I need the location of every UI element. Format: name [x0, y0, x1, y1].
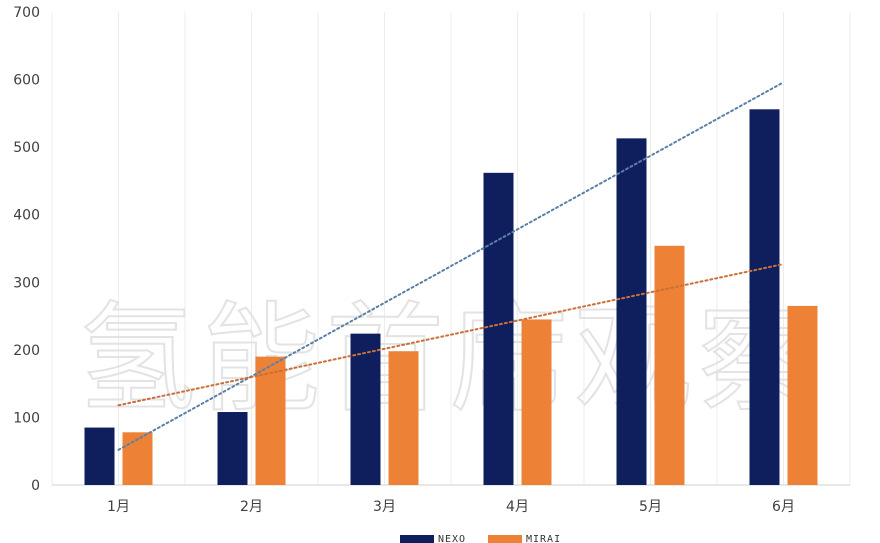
- bar-nexo-3: [350, 333, 381, 485]
- x-tick-label: 6月: [772, 499, 795, 515]
- y-tick-label: 500: [13, 140, 40, 156]
- bar-mirai-1: [122, 432, 153, 485]
- bar-nexo-5: [616, 138, 647, 485]
- legend-swatch-mirai: [488, 535, 522, 543]
- bar-nexo-1: [84, 427, 115, 485]
- y-tick-label: 700: [13, 5, 40, 21]
- x-tick-label: 5月: [639, 499, 662, 515]
- x-tick-label: 3月: [373, 499, 396, 515]
- x-axis: 1月 2月 3月 4月 5月 6月: [52, 484, 850, 515]
- legend-label-mirai: MIRAI: [526, 534, 561, 543]
- y-tick-label: 600: [13, 73, 40, 89]
- trendline-nexo: [117, 81, 785, 451]
- bar-mirai-3: [388, 351, 419, 485]
- grid-lines: [51, 12, 851, 485]
- y-tick-label: 100: [13, 410, 40, 426]
- y-tick-label: 400: [13, 208, 40, 224]
- y-tick-label: 200: [13, 343, 40, 359]
- bar-nexo-4: [483, 172, 514, 485]
- bar-mirai-2: [255, 356, 286, 485]
- x-tick-label: 4月: [506, 499, 529, 515]
- trendline-mirai: [117, 263, 785, 407]
- legend-swatch-nexo: [400, 535, 434, 543]
- y-tick-label: 300: [13, 275, 40, 291]
- bar-mirai-4: [521, 319, 552, 485]
- watermark: 氢能首席观察: [78, 290, 822, 428]
- bar-nexo-6: [749, 109, 780, 485]
- bar-nexo-2: [217, 412, 248, 485]
- y-axis: 0 100 200 300 400 500 600 700: [13, 5, 40, 494]
- x-tick-label: 2月: [240, 499, 263, 515]
- legend: NEXO MIRAI: [400, 534, 561, 543]
- x-tick-label: 1月: [107, 499, 130, 515]
- trendlines: [117, 81, 785, 451]
- bar-mirai-5: [654, 245, 685, 485]
- bars: [84, 109, 818, 485]
- legend-label-nexo: NEXO: [438, 534, 466, 543]
- bar-mirai-6: [787, 305, 818, 485]
- y-tick-label: 0: [31, 478, 40, 494]
